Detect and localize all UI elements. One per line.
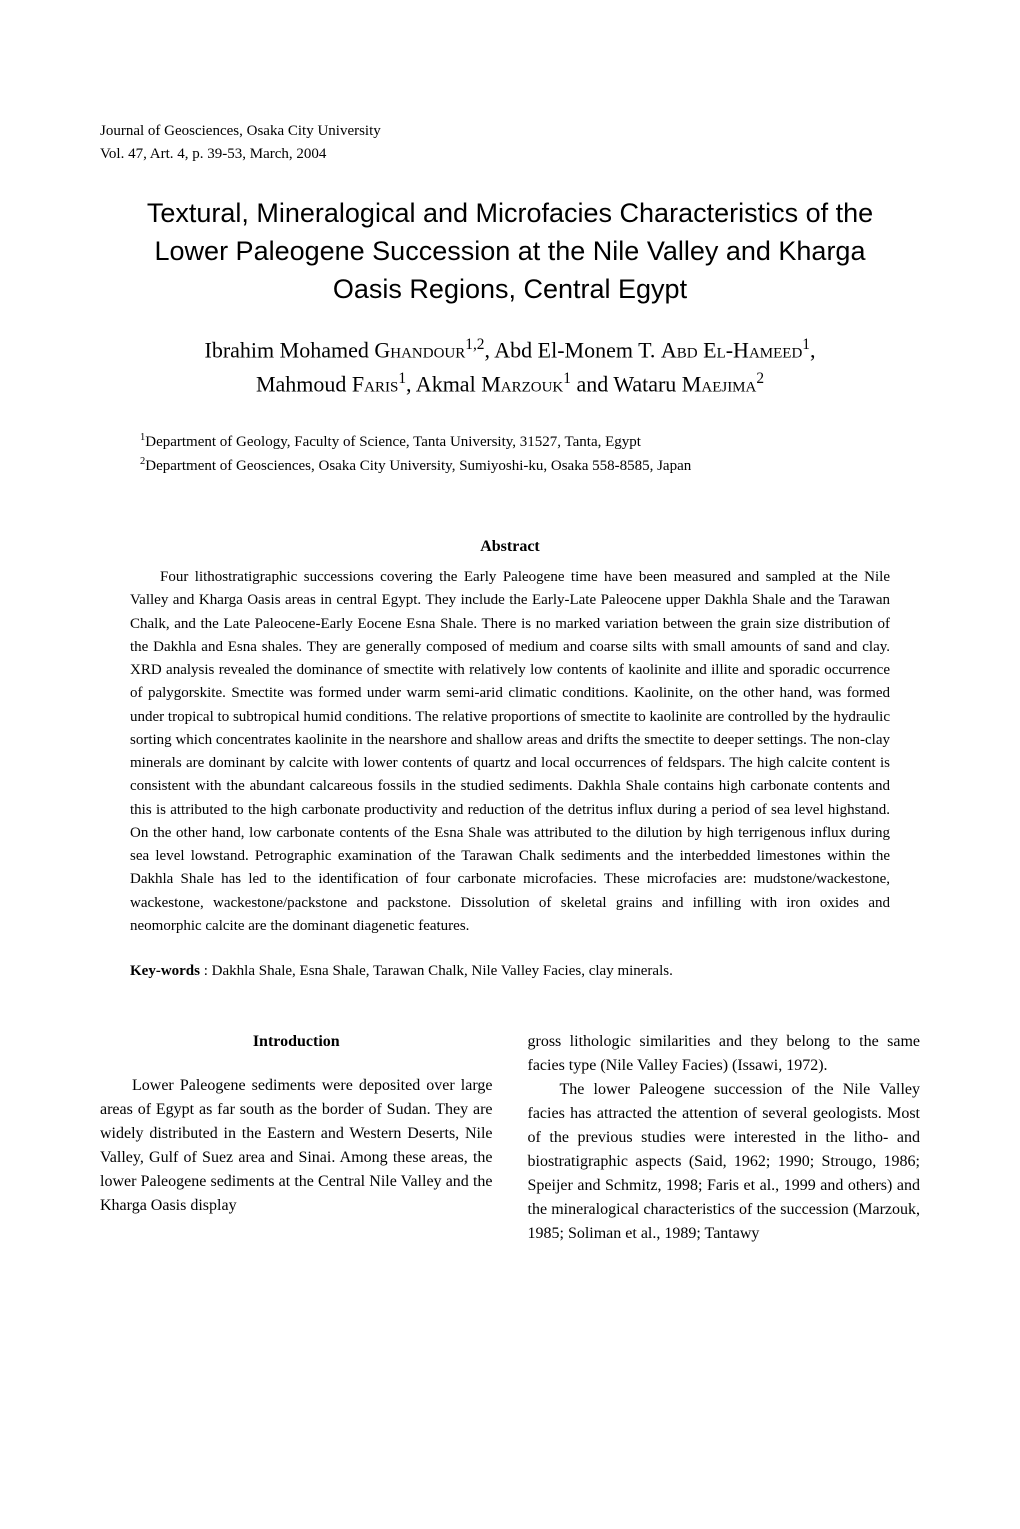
author-surname-4: Marzouk (481, 371, 563, 396)
author-sup-2: 1 (802, 336, 810, 353)
keywords-block: Key-words : Dakhla Shale, Esna Shale, Ta… (130, 963, 890, 980)
author-comma: , (810, 338, 816, 363)
abstract-heading: Abstract (100, 538, 920, 556)
introduction-heading: Introduction (100, 1030, 493, 1054)
intro-para-right-1: gross lithologic similarities and they b… (528, 1030, 921, 1078)
keywords-label: Key-words (130, 963, 200, 979)
authors-block: Ibrahim Mohamed Ghandour1,2, Abd El-Mone… (100, 333, 920, 400)
author-sup-4: 1 (563, 370, 571, 387)
left-column: Introduction Lower Paleogene sediments w… (100, 1030, 493, 1246)
paper-title: Textural, Mineralogical and Microfacies … (100, 195, 920, 308)
intro-para-right-2: The lower Paleogene succession of the Ni… (528, 1078, 921, 1246)
author-surname-2: Abd El-Hameed (661, 338, 802, 363)
author-surname-3: Faris (352, 371, 398, 396)
author-sup-5: 2 (756, 370, 764, 387)
right-column: gross lithologic similarities and they b… (528, 1030, 921, 1246)
author-surname-1: Ghandour (374, 338, 465, 363)
affiliation-1: 1Department of Geology, Faculty of Scien… (140, 430, 920, 454)
journal-citation: Vol. 47, Art. 4, p. 39-53, March, 2004 (100, 143, 920, 166)
affiliation-2: 2Department of Geosciences, Osaka City U… (140, 454, 920, 478)
journal-name: Journal of Geosciences, Osaka City Unive… (100, 120, 920, 143)
affiliation-2-text: Department of Geosciences, Osaka City Un… (145, 458, 691, 474)
journal-info: Journal of Geosciences, Osaka City Unive… (100, 120, 920, 165)
author-surname-5: Maejima (682, 371, 757, 396)
author-and: and Wataru (571, 371, 682, 396)
author-sup-3: 1 (398, 370, 406, 387)
author-sup-1: 1,2 (465, 336, 484, 353)
intro-para-left: Lower Paleogene sediments were deposited… (100, 1074, 493, 1218)
affiliations-block: 1Department of Geology, Faculty of Scien… (140, 430, 920, 478)
author-mid-2: , Akmal (406, 371, 481, 396)
affiliation-1-text: Department of Geology, Faculty of Scienc… (145, 434, 641, 450)
author-prefix-1: Ibrahim Mohamed (205, 338, 375, 363)
abstract-body: Four lithostratigraphic successions cove… (130, 566, 890, 938)
body-columns: Introduction Lower Paleogene sediments w… (100, 1030, 920, 1246)
keywords-text: : Dakhla Shale, Esna Shale, Tarawan Chal… (200, 963, 673, 979)
author-prefix-2: Mahmoud (256, 371, 352, 396)
author-mid-1: , Abd El-Monem T. (485, 338, 661, 363)
